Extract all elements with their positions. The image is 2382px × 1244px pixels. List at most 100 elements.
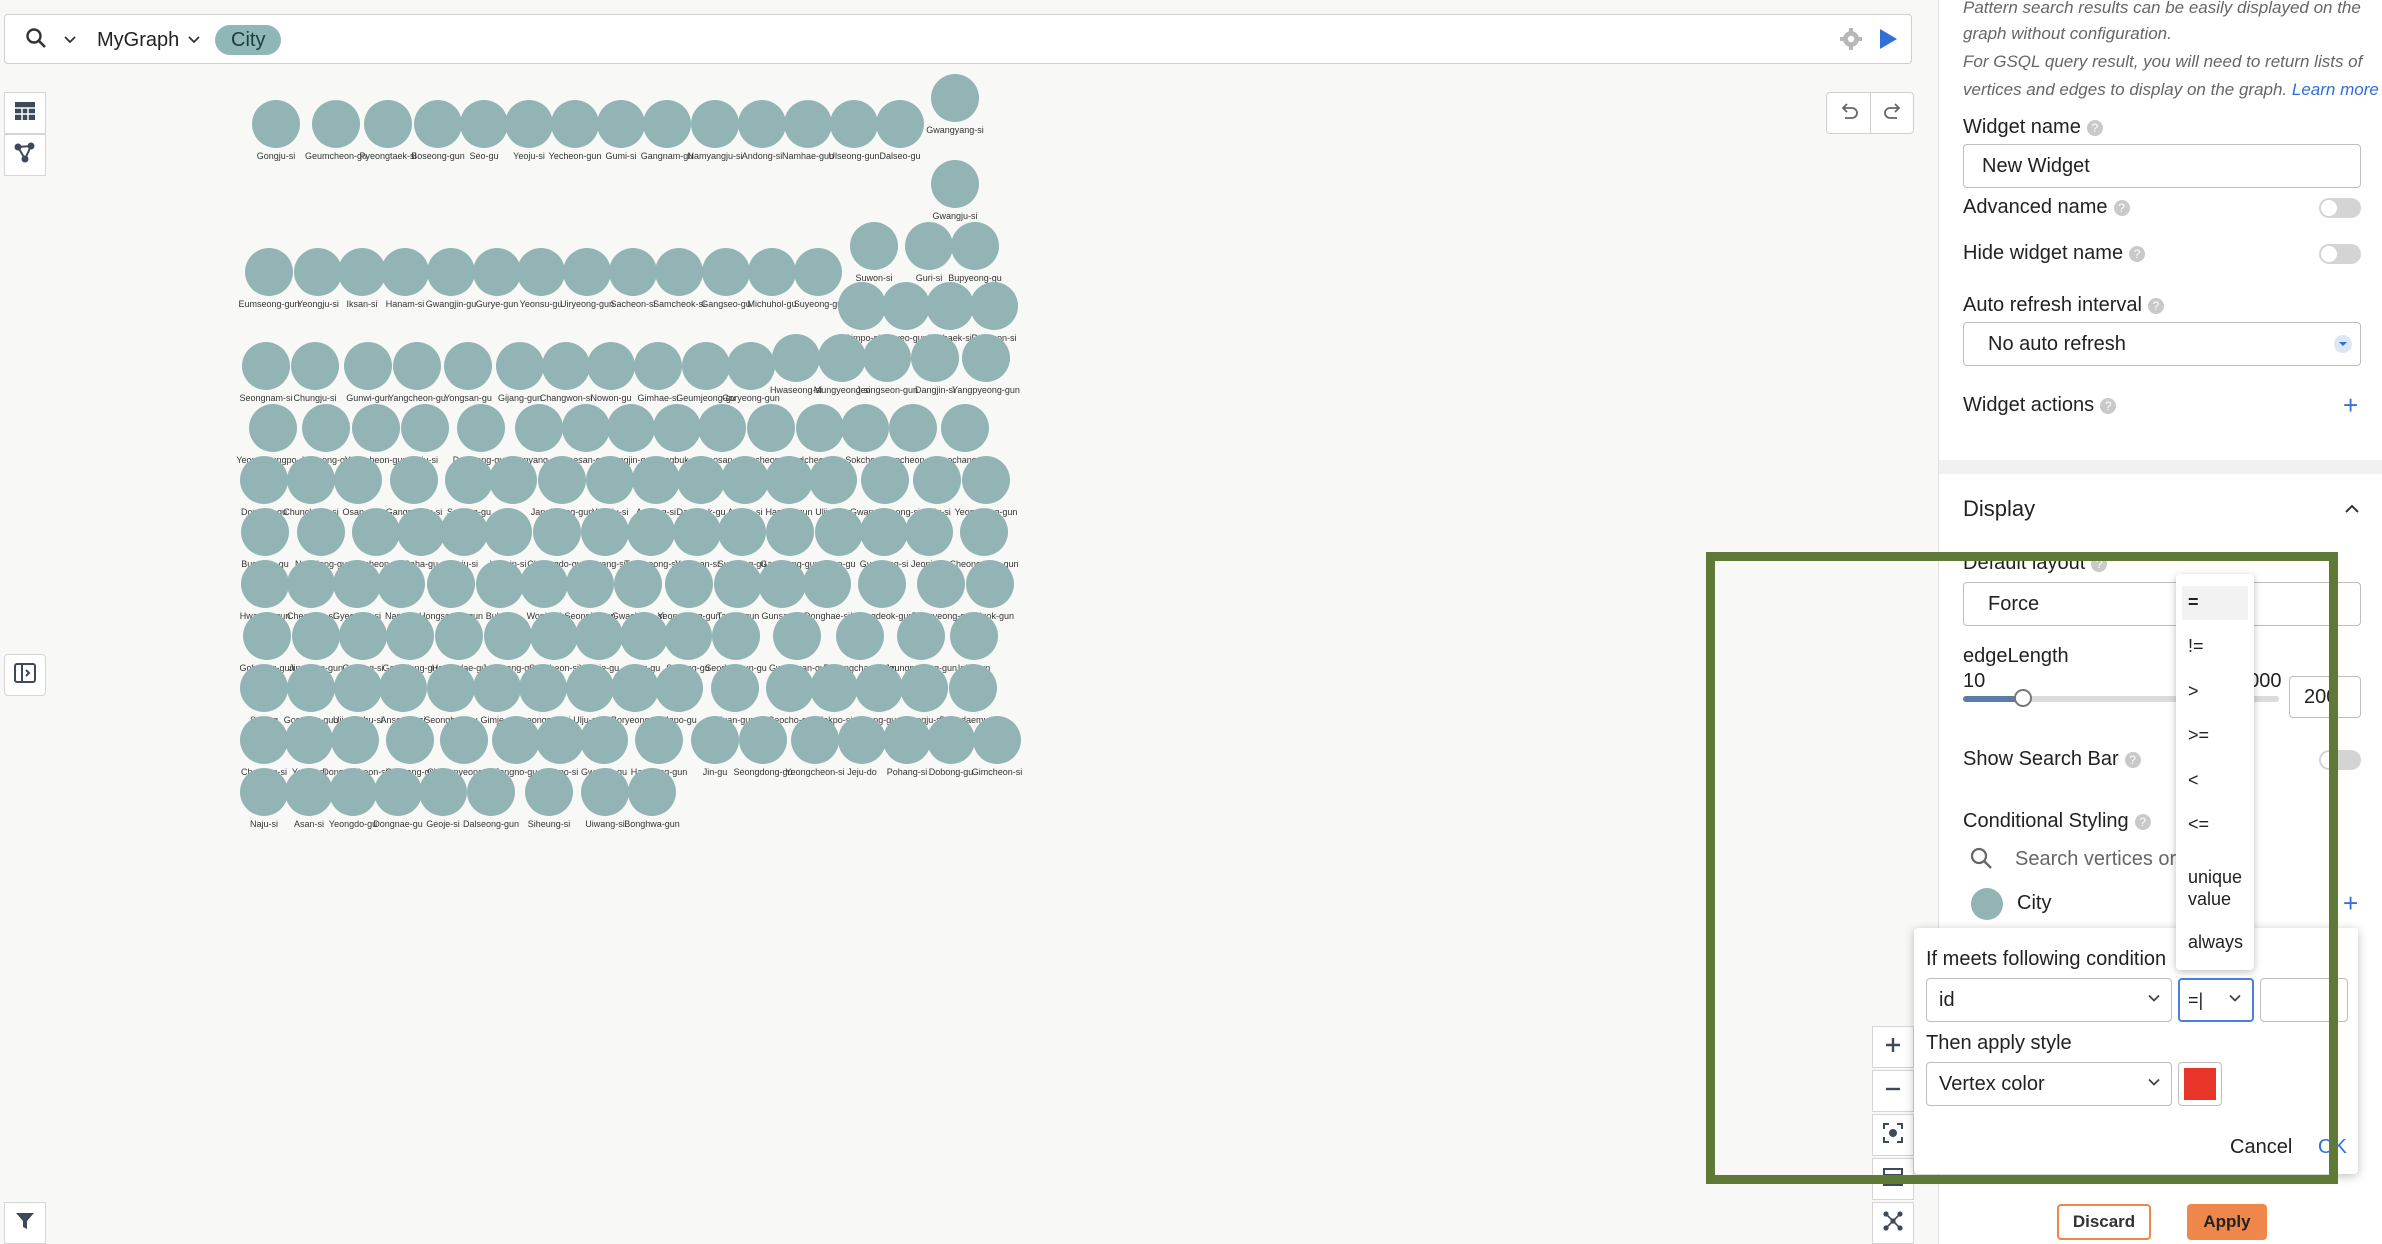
vertex-node[interactable]: Boryeong-si	[597, 664, 673, 725]
vertex-node[interactable]: Gongju-si	[238, 100, 314, 161]
vertex-node[interactable]: Dobong-gu	[913, 716, 989, 777]
vertex-node[interactable]: Yecheon-gun	[537, 100, 613, 161]
vertex-node[interactable]: Dalseo-gu	[862, 100, 938, 161]
vertex-node[interactable]: Gwangju-si	[917, 160, 993, 221]
graph-selector[interactable]: MyGraph	[97, 29, 180, 51]
vertex-node[interactable]: Seongdong-gu	[725, 716, 801, 777]
vertex-node[interactable]: Changnyeong-gun	[426, 716, 502, 777]
vertex-node[interactable]: Siheung-si	[511, 768, 587, 829]
vertex-node[interactable]: Saha-gu	[383, 508, 459, 569]
graph-view-button[interactable]	[4, 134, 46, 176]
vertex-node[interactable]: Goesan-gun	[548, 404, 624, 465]
vertex-node[interactable]: Gurye-gun	[459, 248, 535, 309]
vertex-node[interactable]: Ulseong-gun	[816, 100, 892, 161]
layout-button[interactable]	[1872, 1158, 1914, 1200]
vertex-node[interactable]: Osan-si	[320, 456, 396, 517]
zoom-out-button[interactable]	[1872, 1070, 1914, 1112]
vertex-node[interactable]: Yeongcheon-si	[777, 716, 853, 777]
help-icon[interactable]: ?	[2124, 751, 2141, 768]
vertex-node[interactable]: Naju-si	[226, 768, 302, 829]
vertex-node[interactable]: Hwaseong-si	[758, 334, 834, 395]
condition-value-input[interactable]	[2260, 978, 2348, 1022]
vertex-node[interactable]: Gangjin-gun	[593, 404, 669, 465]
operator-option[interactable]: <=	[2188, 814, 2210, 834]
vertex-node[interactable]: Yuseong-gu	[288, 404, 364, 465]
default-layout-select[interactable]: Force	[1963, 582, 2361, 626]
vertex-node[interactable]: Mungyeong-si	[804, 334, 880, 395]
search-bar[interactable]: MyGraph City	[4, 14, 1912, 64]
vertex-node[interactable]: Danyang-gun	[501, 404, 577, 465]
vertex-node[interactable]: Yeongdo-gu	[315, 768, 391, 829]
vertex-node[interactable]: Bupyeong-gu	[937, 222, 1013, 283]
add-widget-action-icon[interactable]: +	[2343, 390, 2359, 420]
graph-chevron-icon[interactable]	[187, 33, 201, 52]
vertex-node[interactable]: Uiwang-si	[567, 768, 643, 829]
operator-option[interactable]: >=	[2188, 725, 2210, 745]
vertex-node[interactable]: Goryeong-gun	[713, 342, 789, 403]
vertex-node[interactable]: Mapo-gu	[641, 664, 717, 725]
vertex-node[interactable]: Dong-gu	[841, 664, 917, 725]
vertex-node[interactable]: Sokcho-si	[827, 404, 903, 465]
network-layout-button[interactable]	[1872, 1202, 1914, 1244]
vertex-node[interactable]: Yeongju-si	[280, 248, 356, 309]
vertex-type-chip[interactable]: City	[215, 25, 282, 55]
vertex-node[interactable]: Gimhae-si	[620, 342, 696, 403]
vertex-node[interactable]: Pyeongchang-gun	[822, 612, 898, 673]
table-view-button[interactable]	[4, 92, 46, 134]
condition-field-select[interactable]: id	[1926, 978, 2172, 1022]
vertex-node[interactable]: Gimcheon-si	[959, 716, 1035, 777]
vertex-node[interactable]: Seocho-gu	[752, 664, 828, 725]
ok-button[interactable]: OK	[2318, 1136, 2347, 1158]
vertex-node[interactable]: Yeoncheon-gun	[338, 404, 414, 465]
vertex-node[interactable]: Yeongdeok-gun	[844, 560, 920, 621]
cancel-button[interactable]: Cancel	[2230, 1136, 2293, 1158]
edge-length-slider-track[interactable]	[1963, 689, 2279, 707]
vertex-node[interactable]: Hanam-si	[367, 248, 443, 309]
vertex-node[interactable]: Yangcheon-gu	[379, 342, 455, 403]
vertex-node[interactable]: Eumseong-gun	[231, 248, 307, 309]
vertex-node[interactable]: Eunpyeong-gu	[903, 560, 979, 621]
vertex-node[interactable]: Mokpo-si	[796, 664, 872, 725]
vertex-node[interactable]: Buyeo-gun	[868, 282, 944, 343]
help-icon[interactable]: ?	[2134, 813, 2151, 830]
apply-button[interactable]: Apply	[2187, 1204, 2267, 1240]
style-color-picker[interactable]	[2178, 1062, 2222, 1106]
vertex-node[interactable]: Seongnam-si	[228, 342, 304, 403]
vertex-node[interactable]: Iksan-si	[324, 248, 400, 309]
vertex-node[interactable]: Asan-si	[271, 768, 347, 829]
vertex-node[interactable]: Namhae-gun	[770, 100, 846, 161]
toggle-sidebar-button[interactable]	[4, 654, 46, 696]
operator-option[interactable]: >	[2188, 681, 2199, 701]
vertex-node[interactable]: Jin-gu	[677, 716, 753, 777]
zoom-in-button[interactable]	[1872, 1026, 1914, 1068]
vertex-node[interactable]: Jeju-do	[824, 716, 900, 777]
vertex-node[interactable]: Gimpo-si	[824, 282, 900, 343]
vertex-node[interactable]: Jongno-gu	[478, 716, 554, 777]
vertex-node[interactable]: Geumcheon-gu	[298, 100, 374, 161]
vertex-node[interactable]: Gwangjin-gu	[413, 248, 489, 309]
help-icon[interactable]: ?	[2100, 397, 2117, 414]
vertex-node[interactable]: Gwangyang-si	[917, 74, 993, 135]
fit-view-button[interactable]	[1872, 1114, 1914, 1156]
style-type-select[interactable]: Vertex color	[1926, 1062, 2172, 1106]
edge-length-input[interactable]: 200	[2289, 676, 2361, 718]
vertex-node[interactable]: Donghae-si	[789, 560, 865, 621]
vertex-node[interactable]: Uiryeong-gun	[549, 248, 625, 309]
help-icon[interactable]: ?	[2113, 199, 2130, 216]
help-icon[interactable]: ?	[2091, 555, 2108, 572]
vertex-node[interactable]: Taebaek-si	[912, 282, 988, 343]
vertex-node[interactable]: Yeonsu-gu	[503, 248, 579, 309]
vertex-node[interactable]: Bonghwa-gun	[614, 768, 690, 829]
condition-operator-select[interactable]: =|	[2178, 978, 2254, 1022]
vertex-node[interactable]: Gangbuk-gu	[639, 404, 715, 465]
vertex-node[interactable]: Chungju-si	[277, 342, 353, 403]
advanced-name-toggle[interactable]	[2319, 198, 2361, 218]
vertex-node[interactable]: Samcheok-si	[641, 248, 717, 309]
edge-length-slider-thumb[interactable]	[2014, 689, 2033, 707]
vertex-node[interactable]: Pyeongtaek-si	[350, 100, 426, 161]
vertex-node[interactable]: Seo-gu	[446, 100, 522, 161]
vertex-node[interactable]: Gumi-si	[583, 100, 659, 161]
vertex-node[interactable]: Yangpyeong-gun	[948, 334, 1024, 395]
vertex-node[interactable]: Muan-gun	[697, 664, 773, 725]
vertex-node[interactable]: Gyeongsan-si	[505, 664, 581, 725]
